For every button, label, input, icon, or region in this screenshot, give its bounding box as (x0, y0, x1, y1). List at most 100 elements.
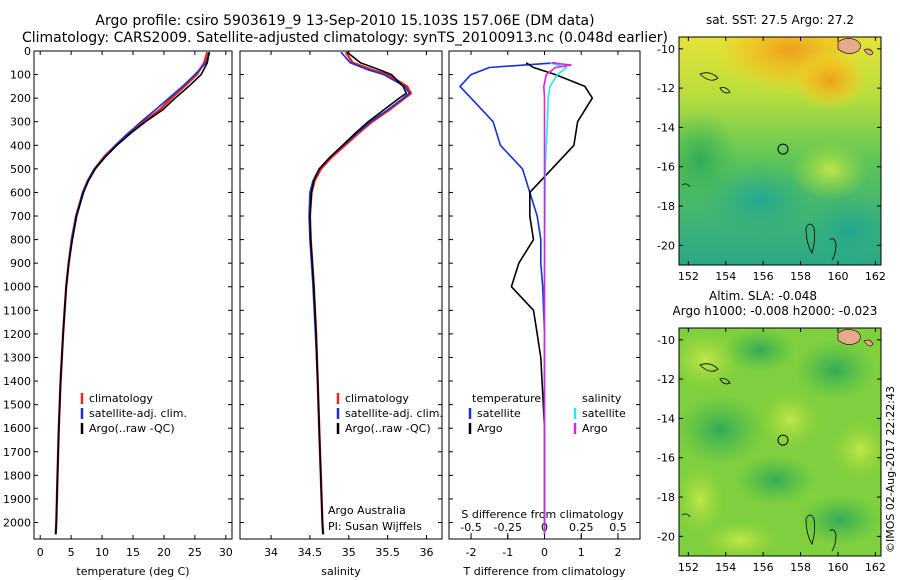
y-tick-label: 100 (10, 69, 31, 82)
top-tick-label: -0.5 (460, 521, 481, 534)
map-y-tick-label: -18 (657, 200, 675, 213)
x-tick-label: -2 (466, 546, 477, 559)
series-line-satellite (459, 62, 556, 535)
map-x-tick-label: 158 (790, 561, 811, 574)
x-tick-label: 10 (95, 546, 109, 559)
island-outline (699, 363, 719, 372)
y-tick-label: 1600 (3, 422, 31, 435)
plot-frame (33, 50, 233, 540)
x-tick-label: 36 (419, 546, 433, 559)
map-y-tick-label: -14 (657, 121, 675, 134)
y-tick-label: 1700 (3, 446, 31, 459)
x-axis-label: temperature (deg C) (76, 565, 189, 578)
credit-line1: Argo Australia (328, 504, 406, 517)
map-y-tick-label: -20 (657, 530, 675, 543)
island-outline (699, 72, 719, 81)
float-location-marker (777, 434, 789, 446)
sst-islands (681, 72, 837, 261)
copyright-side-text: ©IMOS 02-Aug-2017 22:22:43 (884, 386, 897, 553)
legend-label: satellite (582, 407, 626, 420)
x-tick-label: 5 (68, 546, 75, 559)
x-tick-label: 34.5 (298, 546, 323, 559)
x-tick-label: 2 (614, 546, 621, 559)
y-tick-label: 700 (10, 210, 31, 223)
x-axis-label: salinity (321, 565, 361, 578)
land-patch (837, 38, 861, 54)
y-tick-label: 1300 (3, 351, 31, 364)
figure-title-line2: Climatology: CARS2009. Satellite-adjuste… (22, 30, 668, 46)
top-axis-label: S difference from climatology (461, 508, 624, 521)
map-y-tick-label: -18 (657, 491, 675, 504)
sla-map-panel: Altim. SLA: -0.048 Argo h1000: -0.008 h2… (657, 289, 886, 574)
legend-label: satellite-adj. clim. (345, 407, 443, 420)
land-patch (837, 329, 861, 345)
legend-label: Argo(..raw -QC) (345, 422, 431, 435)
temperature-panel: 0100200300400500600700800900100011001200… (3, 45, 233, 578)
legend-label: Argo(..raw -QC) (89, 422, 175, 435)
difference-panel: -2 -1 0 1 2 T difference from climatology -0.5… (448, 50, 641, 578)
y-tick-label: 200 (10, 92, 31, 105)
land-patch (863, 339, 874, 347)
x-tick-label: 25 (188, 546, 202, 559)
map-x-tick-label: 156 (753, 561, 774, 574)
x-tick-label: 0 (541, 546, 548, 559)
map-y-tick-label: -12 (657, 373, 675, 386)
y-tick-label: 1400 (3, 375, 31, 388)
map-y-tick-label: -10 (657, 334, 675, 347)
map-x-tick-label: 154 (715, 561, 736, 574)
map-x-tick-label: 156 (753, 270, 774, 283)
map-x-tick-label: 158 (790, 270, 811, 283)
y-tick-label: 2000 (3, 516, 31, 529)
top-tick-label: 0.25 (569, 521, 594, 534)
sst-field (679, 37, 881, 265)
map-x-tick-label: 162 (865, 270, 886, 283)
top-tick-label: -0.25 (494, 521, 522, 534)
x-tick-label: 35.5 (375, 546, 400, 559)
map-y-tick-label: -16 (657, 452, 675, 465)
island-outline (829, 238, 837, 261)
sst-map-panel: sat. SST: 27.5 Argo: 27.2 152 154 156 158 16… (657, 13, 886, 283)
x-tick-label: -1 (502, 546, 513, 559)
map-x-tick-label: 160 (827, 561, 848, 574)
y-tick-label: 1800 (3, 469, 31, 482)
island-outline (829, 529, 837, 552)
map-x-tick-label: 152 (678, 561, 699, 574)
y-tick-label: 1200 (3, 328, 31, 341)
y-tick-label: 1500 (3, 399, 31, 412)
float-location-marker (777, 143, 789, 155)
plot-frame (239, 50, 443, 540)
x-tick-label: 15 (126, 546, 140, 559)
island-outline (719, 87, 731, 94)
y-tick-label: 400 (10, 139, 31, 152)
legend-label: climatology (345, 392, 409, 405)
legend-header: salinity (582, 392, 622, 405)
sla-map-title-line1: Altim. SLA: -0.048 (709, 289, 817, 303)
legend-label: Argo (477, 422, 503, 435)
sla-islands (681, 363, 837, 552)
series-line-argo (510, 62, 594, 535)
island-outline (805, 223, 816, 254)
series-line-argo (542, 62, 572, 535)
map-x-tick-label: 154 (715, 270, 736, 283)
figure-title-line1: Argo profile: csiro 5903619_9 13-Sep-201… (95, 13, 594, 29)
island-outline (681, 183, 691, 188)
y-tick-label: 1000 (3, 281, 31, 294)
x-tick-label: 20 (157, 546, 171, 559)
salinity-panel: 34 34.5 35 35.5 36 salinity climatology satelli… (239, 50, 443, 578)
y-tick-label: 800 (10, 234, 31, 247)
map-y-tick-label: -20 (657, 239, 675, 252)
series-line-argo-raw-qc- (309, 51, 408, 535)
island-outline (805, 514, 816, 545)
legend-label: climatology (89, 392, 153, 405)
y-tick-label: 300 (10, 116, 31, 129)
y-tick-label: 600 (10, 186, 31, 199)
sla-field (679, 328, 881, 556)
sst-land (837, 38, 874, 56)
x-tick-label: 34 (264, 546, 278, 559)
top-tick-label: 0.5 (609, 521, 627, 534)
y-tick-label: 500 (10, 163, 31, 176)
map-x-tick-label: 160 (827, 270, 848, 283)
map-x-tick-label: 162 (865, 561, 886, 574)
series-line-argo-raw-qc- (54, 52, 210, 535)
x-tick-label: 30 (219, 546, 233, 559)
